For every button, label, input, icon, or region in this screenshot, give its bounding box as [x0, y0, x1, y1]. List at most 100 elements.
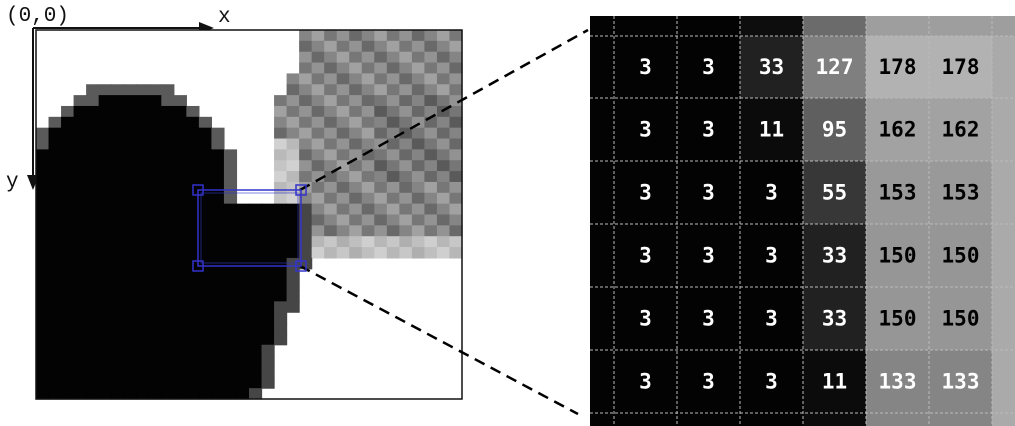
image-pixel	[48, 138, 62, 150]
image-pixel	[311, 95, 325, 107]
image-pixel	[286, 257, 300, 270]
image-pixel	[48, 323, 62, 335]
image-pixel	[349, 225, 363, 237]
image-pixel	[336, 236, 350, 248]
image-pixel	[111, 95, 125, 107]
image-pixel	[374, 62, 388, 75]
image-pixel	[211, 290, 225, 302]
image-pixel	[186, 105, 200, 118]
image-pixel	[36, 388, 50, 400]
image-pixel	[399, 95, 413, 107]
selection-handle-bottom-right[interactable]	[295, 260, 307, 272]
image-pixel	[148, 290, 162, 302]
image-pixel	[111, 257, 125, 270]
image-pixel	[249, 257, 263, 270]
image-pixel	[311, 181, 325, 194]
image-pixel	[274, 138, 288, 150]
image-pixel	[148, 171, 162, 183]
image-pixel	[324, 192, 338, 205]
image-pixel	[261, 355, 275, 368]
image-pixel	[261, 290, 275, 302]
image-pixel	[86, 355, 100, 368]
image-pixel	[86, 192, 100, 205]
image-pixel	[123, 95, 137, 107]
image-pixel	[311, 51, 325, 64]
image-pixel	[211, 279, 225, 292]
image-pixel	[73, 95, 87, 107]
image-pixel	[198, 377, 213, 389]
image-pixel	[86, 160, 100, 172]
image-pixel	[123, 116, 137, 129]
selection-handle-top-right[interactable]	[295, 184, 307, 196]
image-pixel	[223, 333, 238, 346]
image-pixel	[411, 247, 426, 259]
image-pixel	[211, 377, 225, 389]
image-pixel	[198, 236, 213, 248]
image-pixel	[336, 84, 350, 96]
pixel-value-label: 11	[822, 370, 847, 394]
image-pixel	[198, 214, 213, 226]
image-pixel	[48, 225, 62, 237]
image-pixel	[73, 257, 87, 270]
image-pixel	[449, 236, 463, 248]
image-pixel	[161, 301, 175, 313]
pixel-value-label: 33	[822, 244, 847, 268]
image-pixel	[349, 116, 363, 129]
image-pixel	[73, 116, 87, 129]
selection-handle-bottom-left[interactable]	[192, 260, 204, 272]
image-pixel	[436, 62, 451, 75]
selection-box[interactable]	[192, 184, 307, 272]
image-pixel	[211, 236, 225, 248]
image-pixel	[198, 181, 213, 194]
image-pixel	[123, 333, 137, 346]
image-pixel	[424, 225, 438, 237]
image-pixel	[311, 171, 325, 183]
image-pixel	[361, 105, 375, 118]
zoom-cell	[929, 287, 992, 350]
image-pixel	[449, 62, 463, 75]
image-pixel	[61, 268, 75, 281]
image-pixel	[349, 51, 363, 64]
image-pixel	[436, 171, 451, 183]
selection-handle-top-left[interactable]	[192, 184, 204, 196]
zoom-cell	[992, 36, 1015, 98]
image-pixel	[236, 268, 250, 281]
image-pixel	[374, 192, 388, 205]
image-pixel	[186, 301, 200, 313]
image-pixel	[48, 181, 62, 194]
zoom-cell	[614, 16, 677, 36]
image-pixel	[161, 138, 175, 150]
image-pixel	[61, 301, 75, 313]
image-pixel	[161, 116, 175, 129]
image-pixel	[386, 247, 400, 259]
zoom-cell	[677, 413, 740, 426]
image-pixel	[198, 138, 213, 150]
image-pixel	[399, 116, 413, 129]
image-pixel	[111, 149, 125, 161]
zoom-cell	[866, 413, 929, 426]
image-pixel	[136, 301, 150, 313]
image-pixel	[386, 105, 400, 118]
image-pixel	[449, 51, 463, 64]
zoom-cell	[740, 350, 803, 413]
zoom-cell	[866, 36, 929, 98]
zoom-cell	[614, 350, 677, 413]
image-pixel	[386, 171, 400, 183]
image-pixel	[374, 116, 388, 129]
image-pixel	[173, 181, 187, 194]
image-pixel	[48, 116, 62, 129]
zoom-cell	[992, 287, 1015, 350]
image-pixel	[324, 203, 338, 216]
image-pixel	[324, 62, 338, 75]
image-pixel	[324, 84, 338, 96]
pixel-value-label: 3	[639, 181, 652, 205]
image-pixel	[161, 333, 175, 346]
image-pixel	[361, 160, 375, 172]
image-pixel	[336, 171, 350, 183]
pixel-value-label: 3	[702, 181, 715, 205]
image-pixel	[73, 377, 87, 389]
image-pixel	[186, 203, 200, 216]
zoom-cell	[992, 16, 1015, 36]
image-pixel	[111, 116, 125, 129]
image-pixel	[36, 323, 50, 335]
